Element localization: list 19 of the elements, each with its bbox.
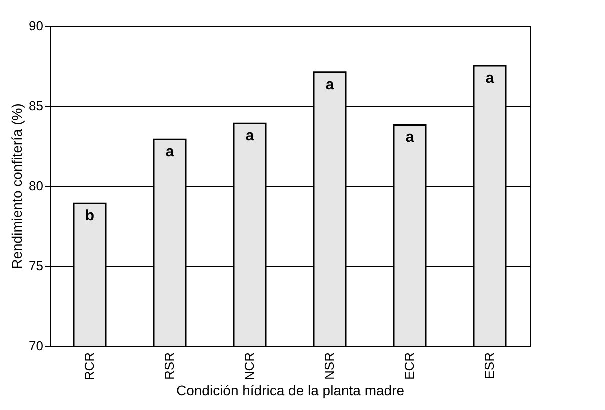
x-tick-label: ESR [482,352,497,380]
x-tick-label: ECR [402,352,417,380]
annotation: a [486,70,495,87]
x-tick-label: RSR [162,352,177,380]
annotation: a [166,144,175,161]
annotation: b [85,208,95,225]
annotation: a [246,128,255,145]
x-tick-label: NSR [322,352,337,380]
y-tick-label: 80 [29,178,44,194]
y-tick-label: 90 [29,18,44,34]
y-tick-label: 85 [29,98,44,114]
annotation: a [326,76,335,94]
x-tick-label: RCR [82,352,97,381]
annotation: a [406,129,415,146]
x-axis-title: Condición hídrica de la planta madre [176,382,405,399]
y-tick-label: 75 [29,258,44,274]
y-axis-title: Rendimiento confitería (%) [9,104,26,270]
x-tick-label: NCR [242,352,257,381]
y-tick-label: 70 [29,338,44,354]
